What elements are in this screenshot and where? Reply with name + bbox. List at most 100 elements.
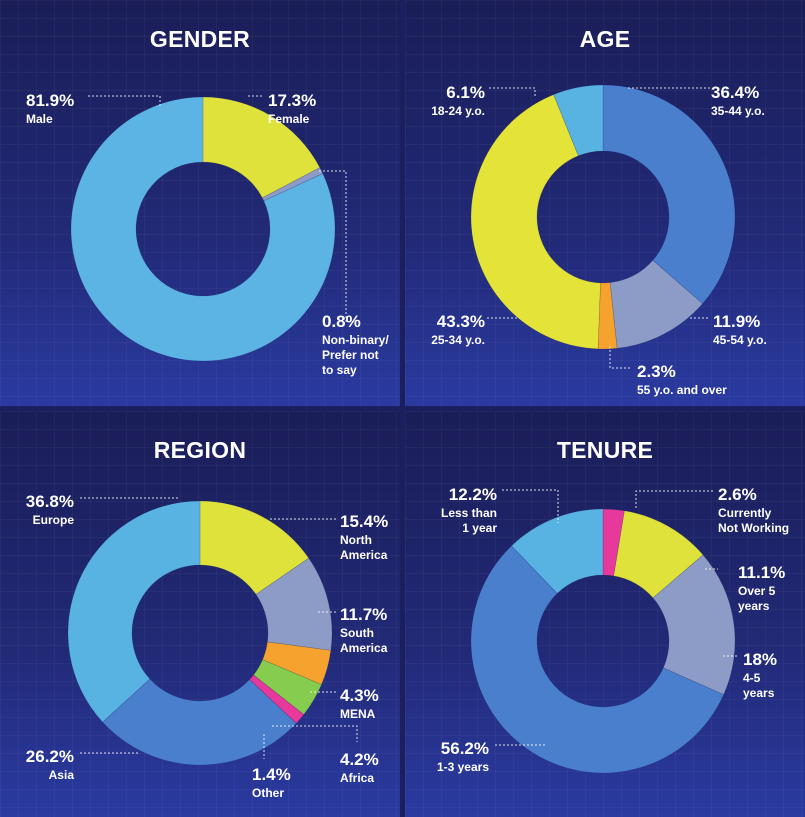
- tenure-over-5-category: Over 5 years: [738, 584, 776, 614]
- age-slice-3: [470, 94, 601, 350]
- tenure-over-5-label: 11.1% Over 5 years: [738, 562, 785, 614]
- region-donut-chart: [67, 497, 358, 766]
- tenure-donut-chart: [470, 489, 738, 774]
- region-south-america-category: South America: [340, 626, 388, 656]
- region-slice-0: [199, 500, 310, 595]
- age-18-24-label: 6.1% 18-24 y.o.: [431, 82, 485, 119]
- region-north-america-value: 15.4%: [340, 512, 389, 531]
- age-slice-2: [597, 282, 618, 350]
- region-mena-value: 4.3%: [340, 686, 379, 705]
- region-slice-1: [255, 557, 333, 651]
- age-panel: AGE 36.4% 35-44 y.o. 11.9% 45-54 y.o. 2.…: [405, 0, 805, 406]
- tenure-not-working-leader: [635, 490, 713, 508]
- region-europe-label: 36.8% Europe: [26, 491, 74, 528]
- age-35-44-category: 35-44 y.o.: [711, 104, 765, 119]
- region-slice-5: [102, 678, 297, 766]
- gender-male-leader: [88, 95, 161, 106]
- tenure-slice-0: [602, 508, 625, 577]
- region-slice-4: [249, 674, 305, 724]
- tenure-over-5-value: 11.1%: [738, 563, 786, 582]
- tenure-slice-4: [511, 508, 604, 594]
- age-45-54-value: 11.9%: [713, 312, 761, 331]
- age-25-34-label: 43.3% 25-34 y.o.: [431, 311, 485, 348]
- gender-chart-title: GENDER: [149, 26, 251, 52]
- tenure-1-3-value: 56.2%: [440, 739, 489, 758]
- region-slice-6: [67, 500, 201, 723]
- gender-female-value: 17.3%: [268, 91, 317, 110]
- age-45-54-category: 45-54 y.o.: [713, 333, 767, 348]
- gender-male-category: Male: [26, 112, 53, 127]
- tenure-1-3-label: 56.2% 1-3 years: [437, 738, 489, 775]
- region-chart-title: REGION: [153, 437, 247, 463]
- age-donut-chart: [470, 84, 736, 369]
- gender-male-value: 81.9%: [26, 91, 75, 110]
- age-55-over-category: 55 y.o. and over: [637, 383, 727, 398]
- age-18-24-category: 18-24 y.o.: [431, 104, 485, 119]
- region-africa-label: 4.2% Africa: [340, 749, 379, 786]
- region-north-america-category: North America: [340, 533, 388, 563]
- tenure-less-1-label: 12.2% Less than 1 year: [441, 484, 497, 536]
- gender-female-label: 17.3% Female: [268, 90, 316, 127]
- age-55-over-label: 2.3% 55 y.o. and over: [637, 361, 727, 398]
- tenure-less-1-leader: [502, 489, 559, 523]
- region-slice-3: [253, 659, 322, 715]
- region-south-america-value: 11.7%: [340, 605, 388, 624]
- region-south-america-label: 11.7% South America: [340, 604, 387, 656]
- tenure-less-1-value: 12.2%: [448, 485, 497, 504]
- age-slice-4: [553, 84, 604, 157]
- tenure-slice-3: [470, 545, 724, 774]
- age-35-44-label: 36.4% 35-44 y.o.: [711, 82, 765, 119]
- gender-donut-chart: [70, 95, 347, 362]
- gender-slice-0: [202, 96, 321, 199]
- region-slice-2: [262, 641, 332, 686]
- tenure-1-3-category: 1-3 years: [436, 760, 489, 775]
- tenure-panel: TENURE 2.6% Currently Not Working 11.1% …: [405, 411, 805, 817]
- gender-nonbinary-value: 0.8%: [322, 312, 361, 331]
- tenure-4-5-label: 18% 4-5 years: [743, 649, 777, 701]
- tenure-4-5-category: 4-5 years: [743, 671, 775, 701]
- gender-slice-2: [70, 96, 336, 362]
- age-55-over-leader: [609, 346, 631, 369]
- tenure-not-working-category: Currently Not Working: [718, 506, 790, 536]
- tenure-slice-1: [613, 510, 704, 599]
- region-africa-value: 4.2%: [340, 750, 379, 769]
- age-35-44-value: 36.4%: [711, 83, 760, 102]
- region-other-value: 1.4%: [252, 765, 291, 784]
- age-25-34-category: 25-34 y.o.: [431, 333, 485, 348]
- tenure-chart-title: TENURE: [556, 437, 654, 463]
- gender-male-label: 81.9% Male: [26, 90, 74, 127]
- gender-nonbinary-label: 0.8% Non-binary/ Prefer not to say: [322, 311, 389, 378]
- age-18-24-leader: [489, 87, 536, 98]
- tenure-slice-2: [652, 554, 736, 696]
- region-europe-value: 36.8%: [25, 492, 74, 511]
- gender-slice-1: [261, 167, 324, 202]
- gender-female-category: Female: [268, 112, 310, 127]
- age-chart-title: AGE: [579, 26, 631, 52]
- region-other-category: Other: [252, 786, 285, 801]
- age-25-34-value: 43.3%: [436, 312, 485, 331]
- age-18-24-value: 6.1%: [446, 83, 485, 102]
- region-asia-category: Asia: [48, 768, 74, 783]
- tenure-not-working-label: 2.6% Currently Not Working: [718, 484, 789, 536]
- gender-nonbinary-leader: [319, 170, 347, 324]
- region-asia-label: 26.2% Asia: [26, 746, 74, 783]
- age-slice-0: [602, 84, 736, 305]
- gender-panel: GENDER 17.3% Female 0.8% Non-binary/ Pre…: [0, 0, 400, 406]
- region-mena-label: 4.3% MENA: [340, 685, 379, 722]
- region-africa-category: Africa: [340, 771, 375, 786]
- tenure-less-1-category: Less than 1 year: [440, 506, 497, 536]
- tenure-not-working-value: 2.6%: [718, 485, 757, 504]
- tenure-4-5-value: 18%: [743, 650, 778, 669]
- region-europe-category: Europe: [32, 513, 74, 528]
- region-panel: REGION 15.4% North America 11.7% South A…: [0, 411, 400, 817]
- age-45-54-label: 11.9% 45-54 y.o.: [713, 311, 767, 348]
- region-north-america-label: 15.4% North America: [340, 511, 388, 563]
- age-55-over-value: 2.3%: [637, 362, 676, 381]
- region-africa-leader: [272, 725, 358, 742]
- region-asia-value: 26.2%: [25, 747, 74, 766]
- region-mena-category: MENA: [340, 707, 376, 722]
- gender-nonbinary-category: Non-binary/ Prefer not to say: [322, 333, 389, 378]
- region-other-label: 1.4% Other: [252, 764, 291, 801]
- age-slice-1: [609, 259, 703, 349]
